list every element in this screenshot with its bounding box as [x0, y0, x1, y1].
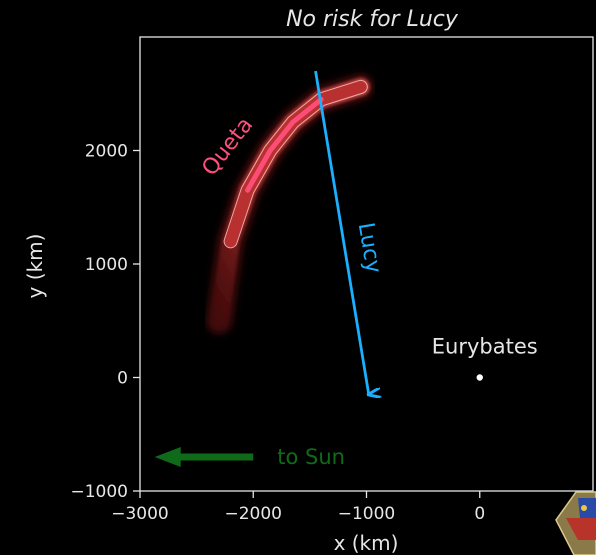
sun-direction-arrow — [154, 446, 254, 467]
y-axis-label: y (km) — [23, 234, 47, 299]
to-sun-label: to Sun — [277, 445, 345, 469]
mission-logo — [555, 491, 596, 555]
x-tick-label: 0 — [474, 504, 485, 524]
eurybates-point — [476, 374, 483, 381]
lucy-label: Lucy — [353, 221, 386, 275]
lucy-track — [314, 70, 369, 394]
sun-arrow-head — [154, 446, 181, 467]
x-tick-label: −3000 — [111, 504, 169, 524]
x-tick-label: −1000 — [338, 504, 396, 524]
y-tick-label: −1000 — [70, 482, 128, 502]
lucy-track-line — [314, 70, 369, 394]
x-axis-ticks: −3000 −2000 −1000 0 — [111, 491, 485, 524]
eurybates-label: Eurybates — [432, 335, 538, 359]
y-axis-ticks: −1000 0 1000 2000 — [70, 142, 140, 502]
x-tick-label: −2000 — [224, 504, 282, 524]
x-axis-label: x (km) — [334, 531, 399, 555]
y-tick-label: 1000 — [85, 255, 128, 275]
chart-title: No risk for Lucy — [286, 7, 459, 32]
y-tick-label: 0 — [117, 369, 128, 389]
y-tick-label: 2000 — [85, 142, 128, 162]
queta-core — [245, 96, 324, 193]
